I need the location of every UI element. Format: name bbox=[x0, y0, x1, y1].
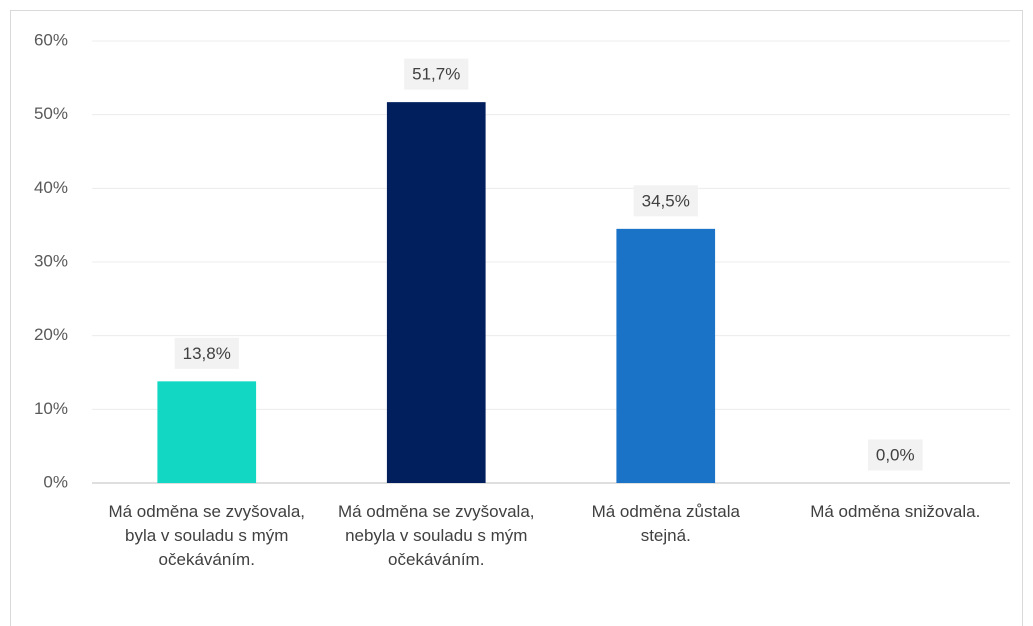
value-label: 34,5% bbox=[642, 191, 690, 210]
bar bbox=[616, 228, 716, 483]
chart-frame bbox=[10, 10, 1023, 626]
x-tick-label: Má odměna snižovala. bbox=[810, 502, 981, 521]
value-label: 51,7% bbox=[412, 65, 460, 84]
value-label-bg bbox=[867, 439, 923, 471]
y-tick-label: 0% bbox=[43, 472, 68, 491]
x-tick-label: Má odměna se zvyšovala, nebyla v souladu… bbox=[337, 502, 535, 569]
value-label-bg bbox=[633, 185, 698, 217]
y-tick-label: 40% bbox=[34, 178, 68, 197]
bar bbox=[157, 381, 257, 483]
y-tick-label: 30% bbox=[34, 251, 68, 270]
bar bbox=[386, 102, 486, 483]
y-tick-label: 50% bbox=[34, 104, 68, 123]
value-label: 0,0% bbox=[876, 445, 915, 464]
value-label-bg bbox=[404, 58, 469, 90]
y-tick-label: 10% bbox=[34, 399, 68, 418]
x-tick-label: Má odměna zůstala stejná. bbox=[591, 502, 740, 545]
y-tick-label: 20% bbox=[34, 325, 68, 344]
value-label: 13,8% bbox=[183, 344, 231, 363]
value-label-bg bbox=[174, 337, 239, 369]
x-tick-label: Má odměna se zvyšovala, byla v souladu s… bbox=[108, 502, 306, 569]
y-tick-label: 60% bbox=[34, 30, 68, 49]
